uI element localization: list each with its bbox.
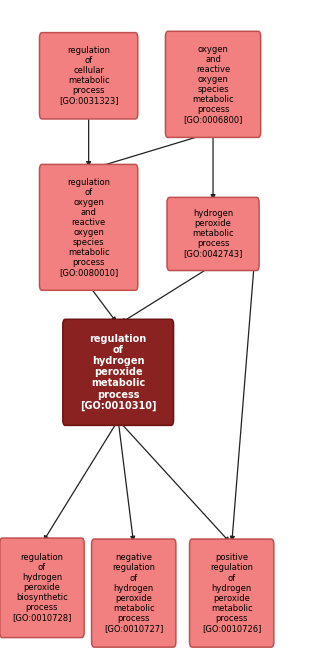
Text: oxygen
and
reactive
oxygen
species
metabolic
process
[GO:0006800]: oxygen and reactive oxygen species metab…	[183, 45, 243, 124]
Text: hydrogen
peroxide
metabolic
process
[GO:0042743]: hydrogen peroxide metabolic process [GO:…	[183, 210, 243, 258]
Text: negative
regulation
of
hydrogen
peroxide
metabolic
process
[GO:0010727]: negative regulation of hydrogen peroxide…	[104, 554, 163, 633]
Text: regulation
of
hydrogen
peroxide
biosynthetic
process
[GO:0010728]: regulation of hydrogen peroxide biosynth…	[12, 553, 72, 623]
Text: regulation
of
oxygen
and
reactive
oxygen
species
metabolic
process
[GO:0080010]: regulation of oxygen and reactive oxygen…	[59, 178, 118, 277]
FancyBboxPatch shape	[39, 32, 138, 119]
Text: regulation
of
cellular
metabolic
process
[GO:0031323]: regulation of cellular metabolic process…	[59, 46, 118, 105]
Text: regulation
of
hydrogen
peroxide
metabolic
process
[GO:0010310]: regulation of hydrogen peroxide metaboli…	[80, 333, 156, 411]
FancyBboxPatch shape	[165, 31, 261, 138]
FancyBboxPatch shape	[63, 320, 174, 426]
FancyBboxPatch shape	[189, 539, 274, 647]
FancyBboxPatch shape	[167, 198, 259, 270]
FancyBboxPatch shape	[39, 165, 138, 290]
FancyBboxPatch shape	[91, 539, 176, 647]
FancyBboxPatch shape	[0, 538, 84, 638]
Text: positive
regulation
of
hydrogen
peroxide
metabolic
process
[GO:0010726]: positive regulation of hydrogen peroxide…	[202, 554, 261, 633]
